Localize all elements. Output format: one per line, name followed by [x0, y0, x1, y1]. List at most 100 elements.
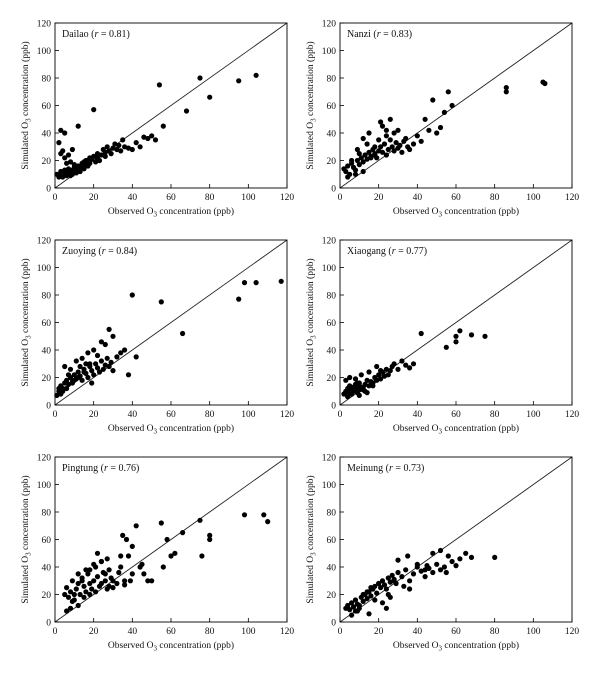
data-point	[372, 597, 378, 603]
data-point	[457, 328, 463, 334]
data-point	[172, 550, 178, 556]
data-point	[374, 377, 380, 383]
data-point	[418, 568, 424, 574]
y-tick-label: 60	[42, 536, 52, 546]
data-point	[122, 582, 128, 588]
x-tick-label: 60	[451, 410, 461, 420]
data-point	[58, 151, 64, 157]
data-point	[360, 159, 366, 165]
y-tick-label: 120	[322, 19, 337, 29]
data-point	[207, 94, 213, 100]
data-point	[387, 368, 393, 374]
data-point	[62, 155, 68, 161]
y-tick-label: 80	[327, 291, 337, 301]
data-point	[418, 330, 424, 337]
data-point	[426, 127, 432, 133]
data-point	[94, 574, 101, 580]
y-tick-label: 120	[322, 236, 337, 246]
data-point	[85, 571, 91, 577]
data-point	[381, 582, 388, 588]
data-point	[387, 137, 393, 143]
data-point	[94, 550, 101, 556]
data-point	[102, 571, 108, 577]
data-point	[379, 578, 386, 584]
data-point	[98, 580, 104, 587]
data-point	[79, 578, 85, 584]
data-point	[73, 586, 79, 592]
data-point	[374, 590, 380, 596]
data-point	[372, 144, 378, 150]
x-tick-label: 60	[451, 627, 461, 637]
data-point	[94, 352, 101, 359]
data-point	[129, 571, 135, 577]
data-point	[106, 583, 112, 589]
data-point	[75, 580, 81, 587]
data-point	[437, 124, 444, 131]
y-tick-label: 120	[37, 236, 52, 246]
panel-title: Zuoying (r = 0.84)	[62, 246, 137, 257]
data-point	[410, 571, 417, 577]
data-point	[91, 561, 97, 567]
data-point	[354, 608, 360, 614]
data-point	[116, 569, 122, 576]
data-point	[395, 569, 401, 576]
data-point	[64, 585, 70, 591]
data-point	[81, 583, 87, 589]
y-tick-label: 40	[42, 346, 52, 356]
data-point	[236, 78, 242, 84]
x-tick-label: 80	[205, 410, 215, 420]
data-point	[236, 296, 242, 302]
data-point	[349, 391, 355, 397]
data-point	[60, 388, 66, 394]
data-point	[364, 390, 370, 396]
data-point	[120, 137, 126, 143]
panel-title: Dailao (r = 0.81)	[62, 29, 130, 40]
data-point	[463, 550, 469, 556]
panel-title: Pingtung (r = 0.76)	[62, 463, 139, 474]
data-point	[158, 299, 164, 305]
data-point	[129, 543, 135, 550]
data-point	[65, 594, 72, 600]
x-tick-label: 0	[338, 193, 343, 203]
data-point	[366, 130, 372, 136]
data-point	[445, 553, 451, 559]
data-point	[389, 572, 395, 578]
data-point	[449, 558, 455, 565]
data-point	[83, 589, 89, 595]
data-point	[122, 144, 128, 150]
data-point	[503, 89, 509, 95]
x-tick-label: 100	[526, 193, 541, 203]
x-axis-label: Observed O3 concentration (ppb)	[393, 640, 519, 653]
x-tick-label: 40	[413, 627, 423, 637]
data-point	[381, 141, 388, 147]
data-point	[83, 361, 89, 367]
y-tick-label: 100	[322, 481, 337, 491]
data-point	[362, 152, 368, 158]
data-point	[265, 519, 271, 525]
data-point	[347, 607, 353, 613]
data-point	[129, 292, 135, 298]
data-point	[180, 330, 186, 337]
data-point	[241, 280, 248, 286]
x-tick-label: 80	[490, 410, 500, 420]
data-point	[152, 137, 159, 143]
scatter-panel-nanzi: 0 20 40 60 80 100 120 0 20 40 60 80 100 120 Nanzi (r =…	[305, 19, 579, 218]
data-point	[379, 123, 386, 129]
data-point	[56, 140, 62, 146]
scatter-panel-xiaogang: 0 20 40 60 80 100 120 0 20 40 60 80 100 120 Xiaogang (…	[305, 236, 579, 435]
data-point	[453, 333, 459, 339]
data-point	[368, 593, 374, 599]
data-point	[253, 280, 259, 286]
data-point	[441, 109, 447, 115]
x-tick-label: 80	[205, 193, 215, 203]
data-point	[403, 135, 409, 142]
data-point	[89, 368, 95, 374]
data-point	[424, 563, 430, 569]
data-point	[385, 372, 391, 378]
y-tick-label: 20	[42, 591, 52, 601]
data-point	[69, 146, 75, 153]
data-point	[482, 333, 488, 339]
y-tick-label: 80	[42, 508, 52, 518]
data-point	[372, 583, 378, 589]
data-point	[64, 377, 70, 383]
